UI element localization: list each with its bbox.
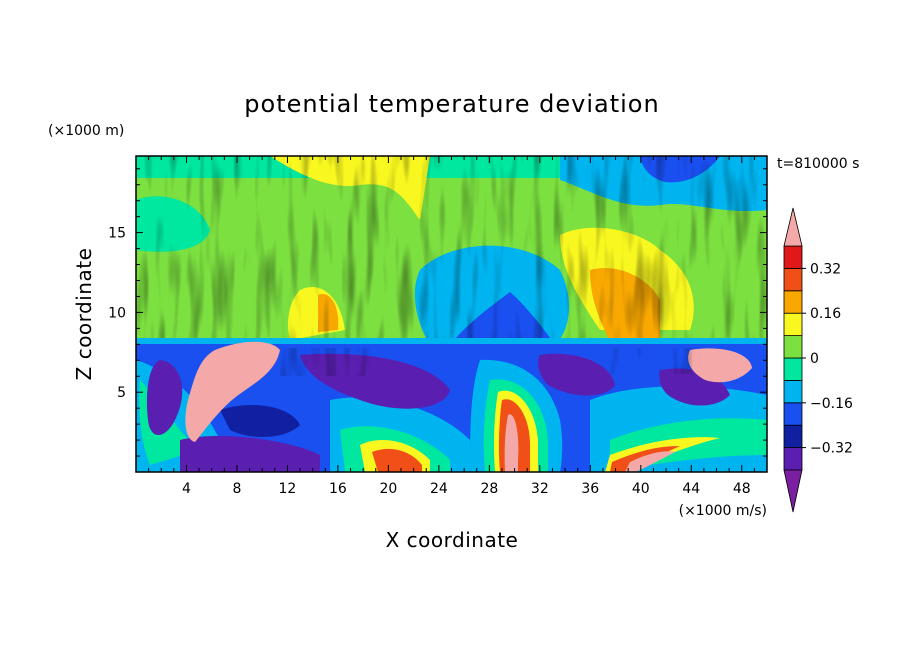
colorbar-segment	[783, 379, 803, 404]
contour-field	[136, 156, 767, 472]
colorbar-tick-label: 0.32	[810, 261, 841, 277]
x-tick-label: 4	[182, 481, 191, 497]
field-lower-purple-c	[180, 435, 320, 472]
field-lower-orange-b	[372, 448, 422, 472]
x-tick-label: 16	[329, 481, 347, 497]
y-tick-label: 15	[108, 226, 126, 242]
field-tropopause-blue	[136, 344, 767, 350]
x-tick-label: 12	[279, 481, 297, 497]
field-lower-pink-d	[625, 451, 675, 472]
colorbar-tick-label: 0.16	[810, 306, 841, 322]
x-tick-label: 20	[379, 481, 397, 497]
field-lower-pink-a	[185, 341, 280, 442]
x-tick-label: 24	[430, 481, 448, 497]
colorbar-over-arrow	[783, 207, 803, 247]
time-label: t=810000 s	[777, 156, 859, 172]
colorbar-under-arrow	[783, 469, 803, 513]
field-lower-purple-f	[220, 405, 300, 437]
colorbar-segment	[783, 267, 803, 292]
x-tick-label: 36	[581, 481, 599, 497]
x-unit-label: (×1000 m/s)	[679, 503, 767, 519]
field-lower-pink-b	[688, 348, 752, 383]
x-tick-label: 44	[682, 481, 700, 497]
field-lower-purple-d	[538, 353, 615, 396]
y-unit-label: (×1000 m)	[48, 123, 124, 139]
x-tick-label: 40	[632, 481, 650, 497]
colorbar-segment	[783, 402, 803, 426]
colorbar-segment	[783, 424, 803, 449]
y-tick-label: 10	[108, 305, 126, 321]
field-tropopause-streaks-b	[610, 348, 700, 374]
colorbar-segment	[783, 290, 803, 314]
colorbar-tick-label: 0	[810, 351, 819, 367]
x-axis-label: X coordinate	[386, 528, 519, 552]
field-upper-texture	[136, 156, 767, 346]
field-lower-pink-c	[504, 414, 519, 472]
colorbar-tick-label: −0.32	[810, 441, 853, 457]
colorbar-segment	[783, 447, 803, 471]
x-tick-label: 48	[733, 481, 751, 497]
x-tick-label: 32	[531, 481, 549, 497]
field-tropopause-cyan	[136, 338, 767, 348]
field-lower-purple-a	[146, 360, 183, 435]
colorbar-segment	[783, 245, 803, 269]
y-axis-ticks: 5 10 15	[108, 168, 767, 457]
chart-title: potential temperature deviation	[244, 90, 659, 118]
field-tropopause-streaks	[280, 348, 370, 376]
colorbar: 0.32 0.16 0 −0.16 −0.32	[783, 207, 853, 513]
y-axis-label: Z coordinate	[72, 248, 96, 381]
colorbar-segment	[783, 335, 803, 359]
colorbar-segment	[783, 312, 803, 337]
y-tick-label: 5	[117, 385, 126, 401]
x-tick-label: 8	[232, 481, 241, 497]
x-axis-ticks: 4 8 12 16 20 24 28 32 36 40 44 48	[148, 156, 755, 497]
x-tick-label: 28	[480, 481, 498, 497]
colorbar-segment	[783, 357, 803, 381]
colorbar-tick-label: −0.16	[810, 396, 853, 412]
